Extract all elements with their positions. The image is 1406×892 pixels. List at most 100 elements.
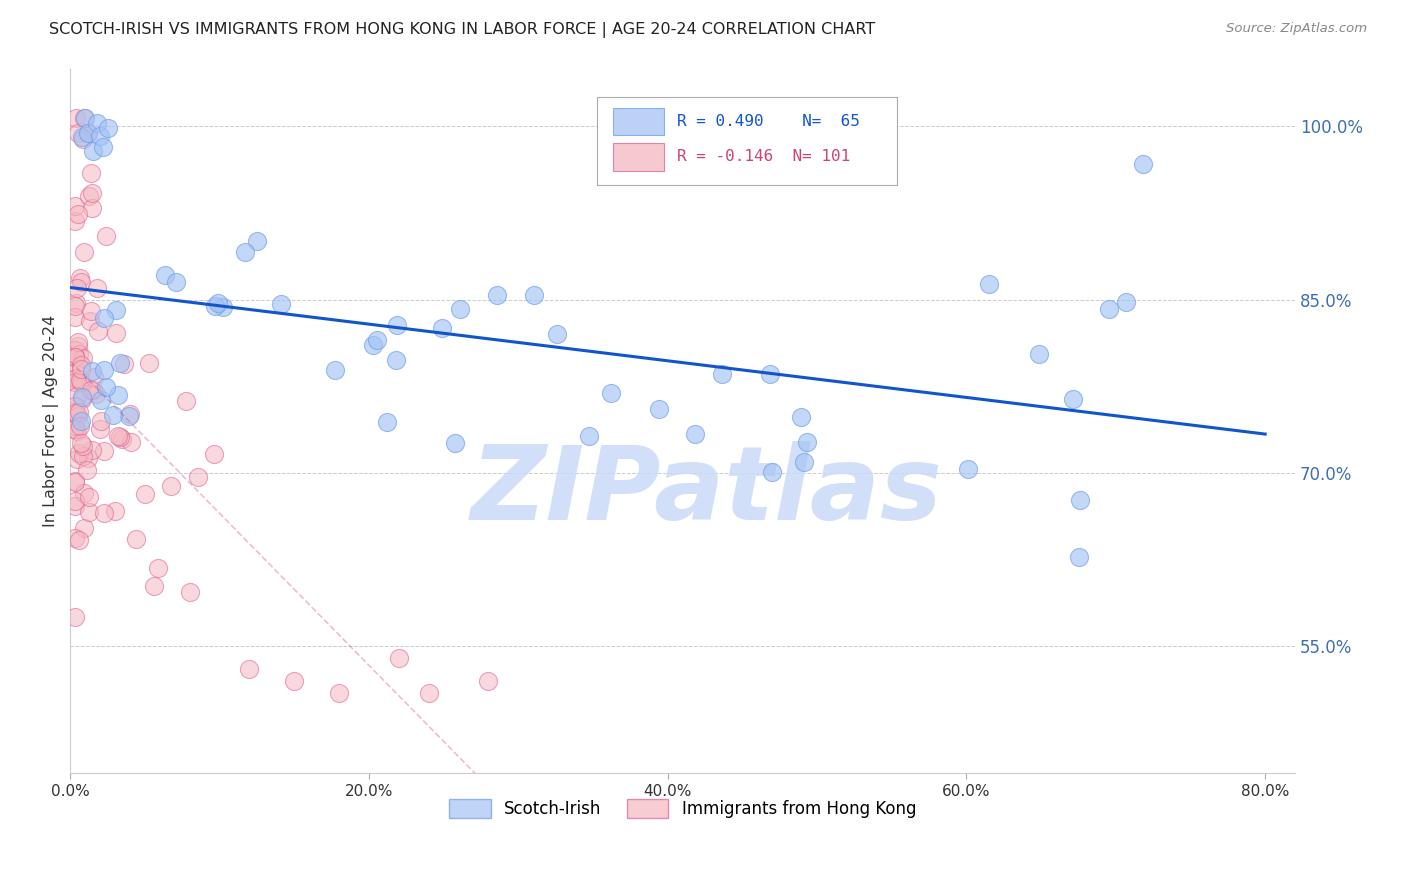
Point	[89, 129, 111, 144]
Point	[77, 126, 100, 140]
Point	[63, 362, 86, 376]
Point	[63, 310, 86, 324]
Point	[599, 386, 621, 401]
Point	[125, 532, 148, 546]
Point	[82, 144, 104, 158]
Point	[789, 410, 811, 425]
Point	[63, 214, 86, 228]
Point	[761, 465, 783, 479]
Point	[70, 414, 93, 428]
Point	[384, 352, 406, 367]
Point	[84, 387, 107, 401]
Point	[1097, 302, 1119, 317]
Point	[107, 429, 129, 443]
Point	[93, 310, 115, 325]
Point	[93, 362, 115, 376]
Point	[1069, 493, 1091, 508]
Point	[103, 408, 125, 422]
Point	[63, 421, 86, 435]
Point	[79, 313, 101, 327]
Point	[207, 296, 229, 310]
Point	[63, 609, 86, 624]
Point	[72, 439, 94, 453]
Point	[143, 579, 166, 593]
Point	[449, 302, 471, 317]
Point	[63, 475, 86, 489]
Text: Source: ZipAtlas.com: Source: ZipAtlas.com	[1226, 22, 1367, 36]
Point	[66, 409, 89, 424]
Point	[111, 432, 134, 446]
Point	[77, 126, 100, 140]
FancyBboxPatch shape	[598, 96, 897, 185]
Point	[67, 405, 90, 419]
Point	[69, 275, 91, 289]
Point	[83, 370, 105, 384]
Point	[66, 126, 89, 140]
Point	[138, 356, 160, 370]
Point	[65, 295, 87, 310]
Point	[477, 673, 499, 688]
Point	[76, 450, 98, 465]
Point	[67, 334, 90, 349]
Point	[80, 304, 103, 318]
Point	[70, 362, 93, 376]
Point	[69, 533, 91, 548]
Point	[63, 299, 86, 313]
Point	[63, 405, 86, 419]
Point	[72, 449, 94, 463]
Point	[65, 388, 87, 402]
Point	[65, 112, 87, 126]
Point	[91, 139, 114, 153]
Point	[70, 390, 93, 404]
Point	[523, 288, 546, 302]
Point	[283, 673, 305, 688]
Point	[80, 442, 103, 457]
Point	[212, 300, 235, 314]
Point	[179, 585, 201, 599]
Point	[977, 277, 1000, 292]
Text: ZIPatlas: ZIPatlas	[471, 441, 943, 542]
Point	[1132, 157, 1154, 171]
Point	[134, 487, 156, 501]
Point	[90, 393, 112, 408]
Point	[73, 244, 96, 259]
Point	[65, 406, 87, 420]
Point	[108, 430, 131, 444]
Point	[67, 339, 90, 353]
Point	[430, 321, 453, 335]
Point	[1062, 392, 1084, 406]
Point	[80, 383, 103, 397]
Point	[793, 455, 815, 469]
Point	[63, 418, 86, 433]
Point	[385, 318, 408, 333]
Point	[63, 199, 86, 213]
Point	[86, 115, 108, 129]
Point	[758, 367, 780, 381]
Y-axis label: In Labor Force | Age 20-24: In Labor Force | Age 20-24	[44, 315, 59, 527]
Legend: Scotch-Irish, Immigrants from Hong Kong: Scotch-Irish, Immigrants from Hong Kong	[443, 792, 922, 825]
Point	[1115, 295, 1137, 310]
Point	[69, 359, 91, 373]
Point	[66, 207, 89, 221]
Point	[118, 409, 141, 424]
Point	[69, 271, 91, 285]
Point	[80, 364, 103, 378]
Point	[204, 299, 226, 313]
Point	[66, 281, 89, 295]
Point	[70, 130, 93, 145]
Point	[165, 275, 187, 289]
Point	[187, 470, 209, 484]
Point	[63, 350, 86, 364]
Point	[77, 505, 100, 519]
Point	[547, 326, 569, 341]
Point	[444, 435, 467, 450]
FancyBboxPatch shape	[613, 144, 664, 170]
Point	[238, 662, 260, 676]
Point	[957, 462, 980, 476]
Point	[328, 685, 350, 699]
Point	[1028, 347, 1050, 361]
Point	[366, 333, 388, 347]
Point	[63, 475, 86, 489]
Point	[70, 375, 93, 389]
Point	[67, 346, 90, 360]
